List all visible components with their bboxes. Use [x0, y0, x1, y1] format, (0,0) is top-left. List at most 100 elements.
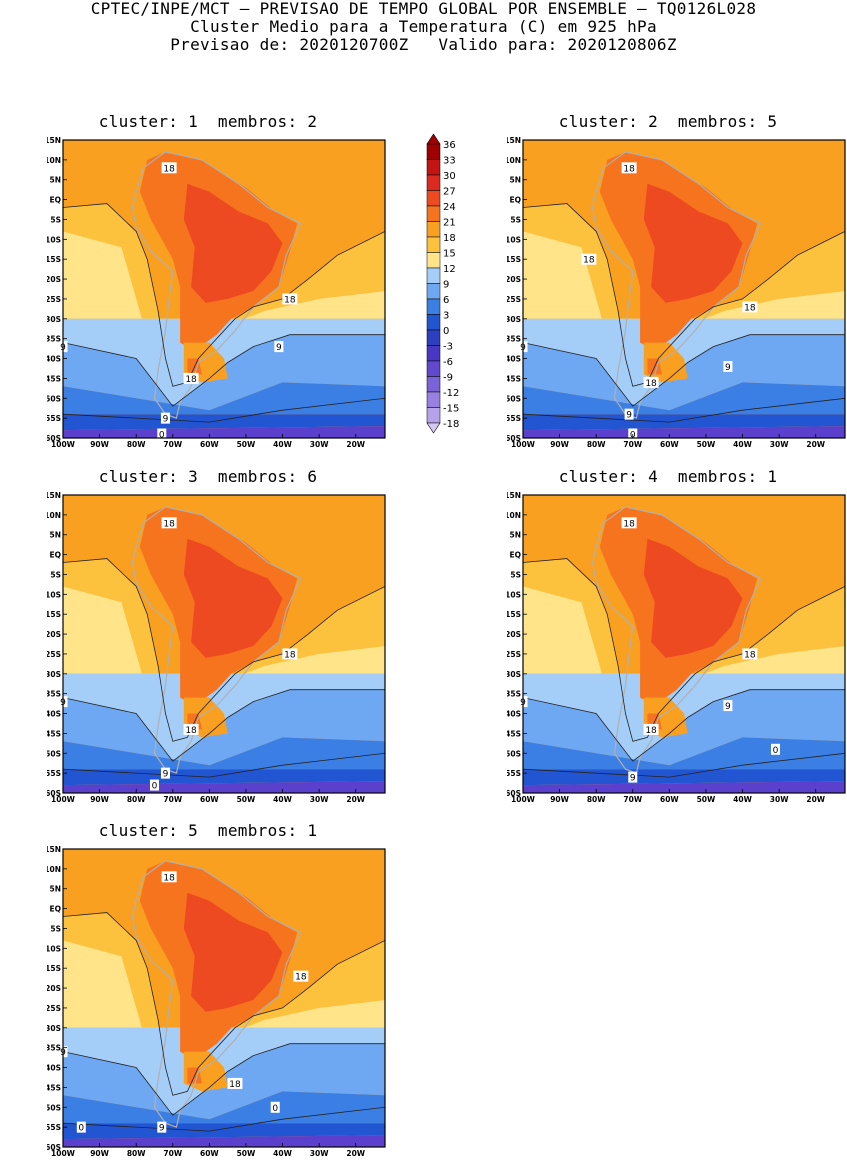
temperature-band	[63, 1091, 385, 1124]
lat-tick-label: 55S	[507, 414, 521, 423]
contour-label-box	[643, 376, 659, 388]
contour-label: 9	[163, 770, 169, 780]
colorbar-label: 30	[443, 171, 456, 182]
panel-title: cluster: 5 membros: 1	[98, 821, 318, 840]
contour-label: 9	[626, 411, 632, 421]
contour-label-box	[157, 1121, 167, 1133]
contour-label-box	[183, 723, 199, 735]
contour-line	[63, 752, 385, 778]
contour-line	[523, 334, 845, 407]
colorbar-label: 0	[443, 326, 449, 337]
header-subtitle: Cluster Medio para a Temperatura (C) em …	[190, 17, 657, 36]
lat-tick-label: 35S	[47, 335, 61, 344]
lat-tick-label: 60S	[507, 434, 521, 443]
lat-tick-label: 5S	[50, 570, 61, 579]
lat-tick-label: 35S	[47, 1044, 61, 1053]
lat-tick-label: 15N	[47, 491, 61, 500]
contour-label-box	[723, 700, 733, 712]
lat-tick-label: 20S	[507, 630, 521, 639]
lon-tick-label: 40W	[273, 795, 292, 804]
lat-tick-label: 5S	[50, 215, 61, 224]
temperature-band	[523, 203, 845, 403]
lon-tick-label: 80W	[127, 440, 146, 449]
lat-tick-label: 25S	[47, 295, 61, 304]
lat-tick-label: 50S	[47, 749, 61, 758]
contour-label-box	[621, 162, 637, 174]
lon-tick-label: 80W	[127, 795, 146, 804]
contour-label: 9	[725, 702, 731, 712]
map-panel-cluster-1: cluster: 1 membros: 2 181899189015N10N5N…	[47, 112, 387, 452]
lon-tick-label: 60W	[200, 1149, 219, 1158]
colorbar-label: -15	[443, 404, 459, 415]
lat-tick-label: 35S	[47, 690, 61, 699]
colorbar-label: 9	[443, 280, 449, 291]
contour-label: 18	[744, 650, 756, 660]
contour-label-box	[183, 372, 199, 384]
lat-tick-label: 10N	[507, 511, 521, 520]
lat-tick-label: 15S	[507, 255, 521, 264]
contour-label-box	[742, 301, 758, 313]
temperature-band	[523, 586, 845, 758]
lon-tick-label: 50W	[697, 795, 716, 804]
temperature-band	[63, 912, 385, 1112]
temperature-band	[523, 426, 845, 438]
lat-tick-label: 20S	[47, 275, 61, 284]
lon-tick-label: 70W	[163, 440, 182, 449]
lat-tick-label: 45S	[47, 374, 61, 383]
lat-tick-label: 15S	[507, 610, 521, 619]
colorbar-swatch	[426, 360, 441, 377]
lon-tick-label: 50W	[237, 440, 256, 449]
lat-tick-label: 10S	[507, 590, 521, 599]
plot-frame	[62, 848, 386, 1148]
lat-tick-label: EQ	[510, 551, 522, 560]
temperature-band	[643, 183, 743, 303]
lat-tick-label: 5N	[510, 176, 522, 185]
contour-label: 9	[276, 343, 282, 353]
map-panel-cluster-4: cluster: 4 membros: 1 181899189015N10N5N…	[507, 467, 847, 807]
contour-label: 0	[773, 746, 779, 756]
contour-label: 0	[78, 1124, 84, 1134]
lat-tick-label: 10N	[47, 156, 61, 165]
lat-tick-label: 55S	[507, 769, 521, 778]
lon-tick-label: 100W	[511, 440, 536, 449]
lat-tick-label: 15N	[47, 136, 61, 145]
contour-label-box	[274, 341, 284, 353]
contour-label: 0	[272, 1104, 278, 1114]
lon-tick-label: 60W	[660, 440, 679, 449]
colorbar-label: 24	[443, 202, 456, 213]
lon-tick-label: 50W	[237, 795, 256, 804]
lat-tick-label: 30S	[47, 1024, 61, 1033]
lat-tick-label: 60S	[47, 1143, 61, 1152]
colorbar-bottom-arrow	[426, 422, 441, 434]
lon-tick-label: 100W	[51, 1149, 76, 1158]
colorbar-swatch	[426, 205, 441, 222]
lon-tick-label: 20W	[806, 795, 825, 804]
lat-tick-label: EQ	[50, 196, 62, 205]
colorbar-swatch	[426, 329, 441, 346]
lon-tick-label: 50W	[697, 440, 716, 449]
colorbar-label: -18	[443, 419, 459, 430]
lat-tick-label: 30S	[47, 670, 61, 679]
colorbar-top-arrow	[426, 133, 441, 145]
lat-tick-label: 5N	[50, 531, 62, 540]
lon-tick-label: 20W	[806, 440, 825, 449]
contour-label: 9	[630, 774, 636, 784]
coastline	[131, 506, 302, 774]
contour-label: 0	[159, 431, 165, 441]
lat-tick-label: 30S	[47, 315, 61, 324]
contour-line	[63, 334, 385, 407]
contour-label-box	[270, 1101, 280, 1113]
lat-tick-label: 5S	[510, 570, 521, 579]
contour-line	[523, 203, 845, 387]
contour-label: 9	[163, 415, 169, 425]
lat-tick-label: 15N	[507, 136, 521, 145]
lat-tick-label: 10S	[507, 235, 521, 244]
lon-tick-label: 20W	[346, 440, 365, 449]
temperature-band	[63, 203, 385, 403]
lat-tick-label: 50S	[507, 394, 521, 403]
temperature-band	[183, 183, 283, 303]
lat-tick-label: 5N	[50, 885, 62, 894]
contour-label-box	[160, 412, 170, 424]
lon-tick-label: 80W	[587, 440, 606, 449]
colorbar-swatch	[426, 283, 441, 300]
